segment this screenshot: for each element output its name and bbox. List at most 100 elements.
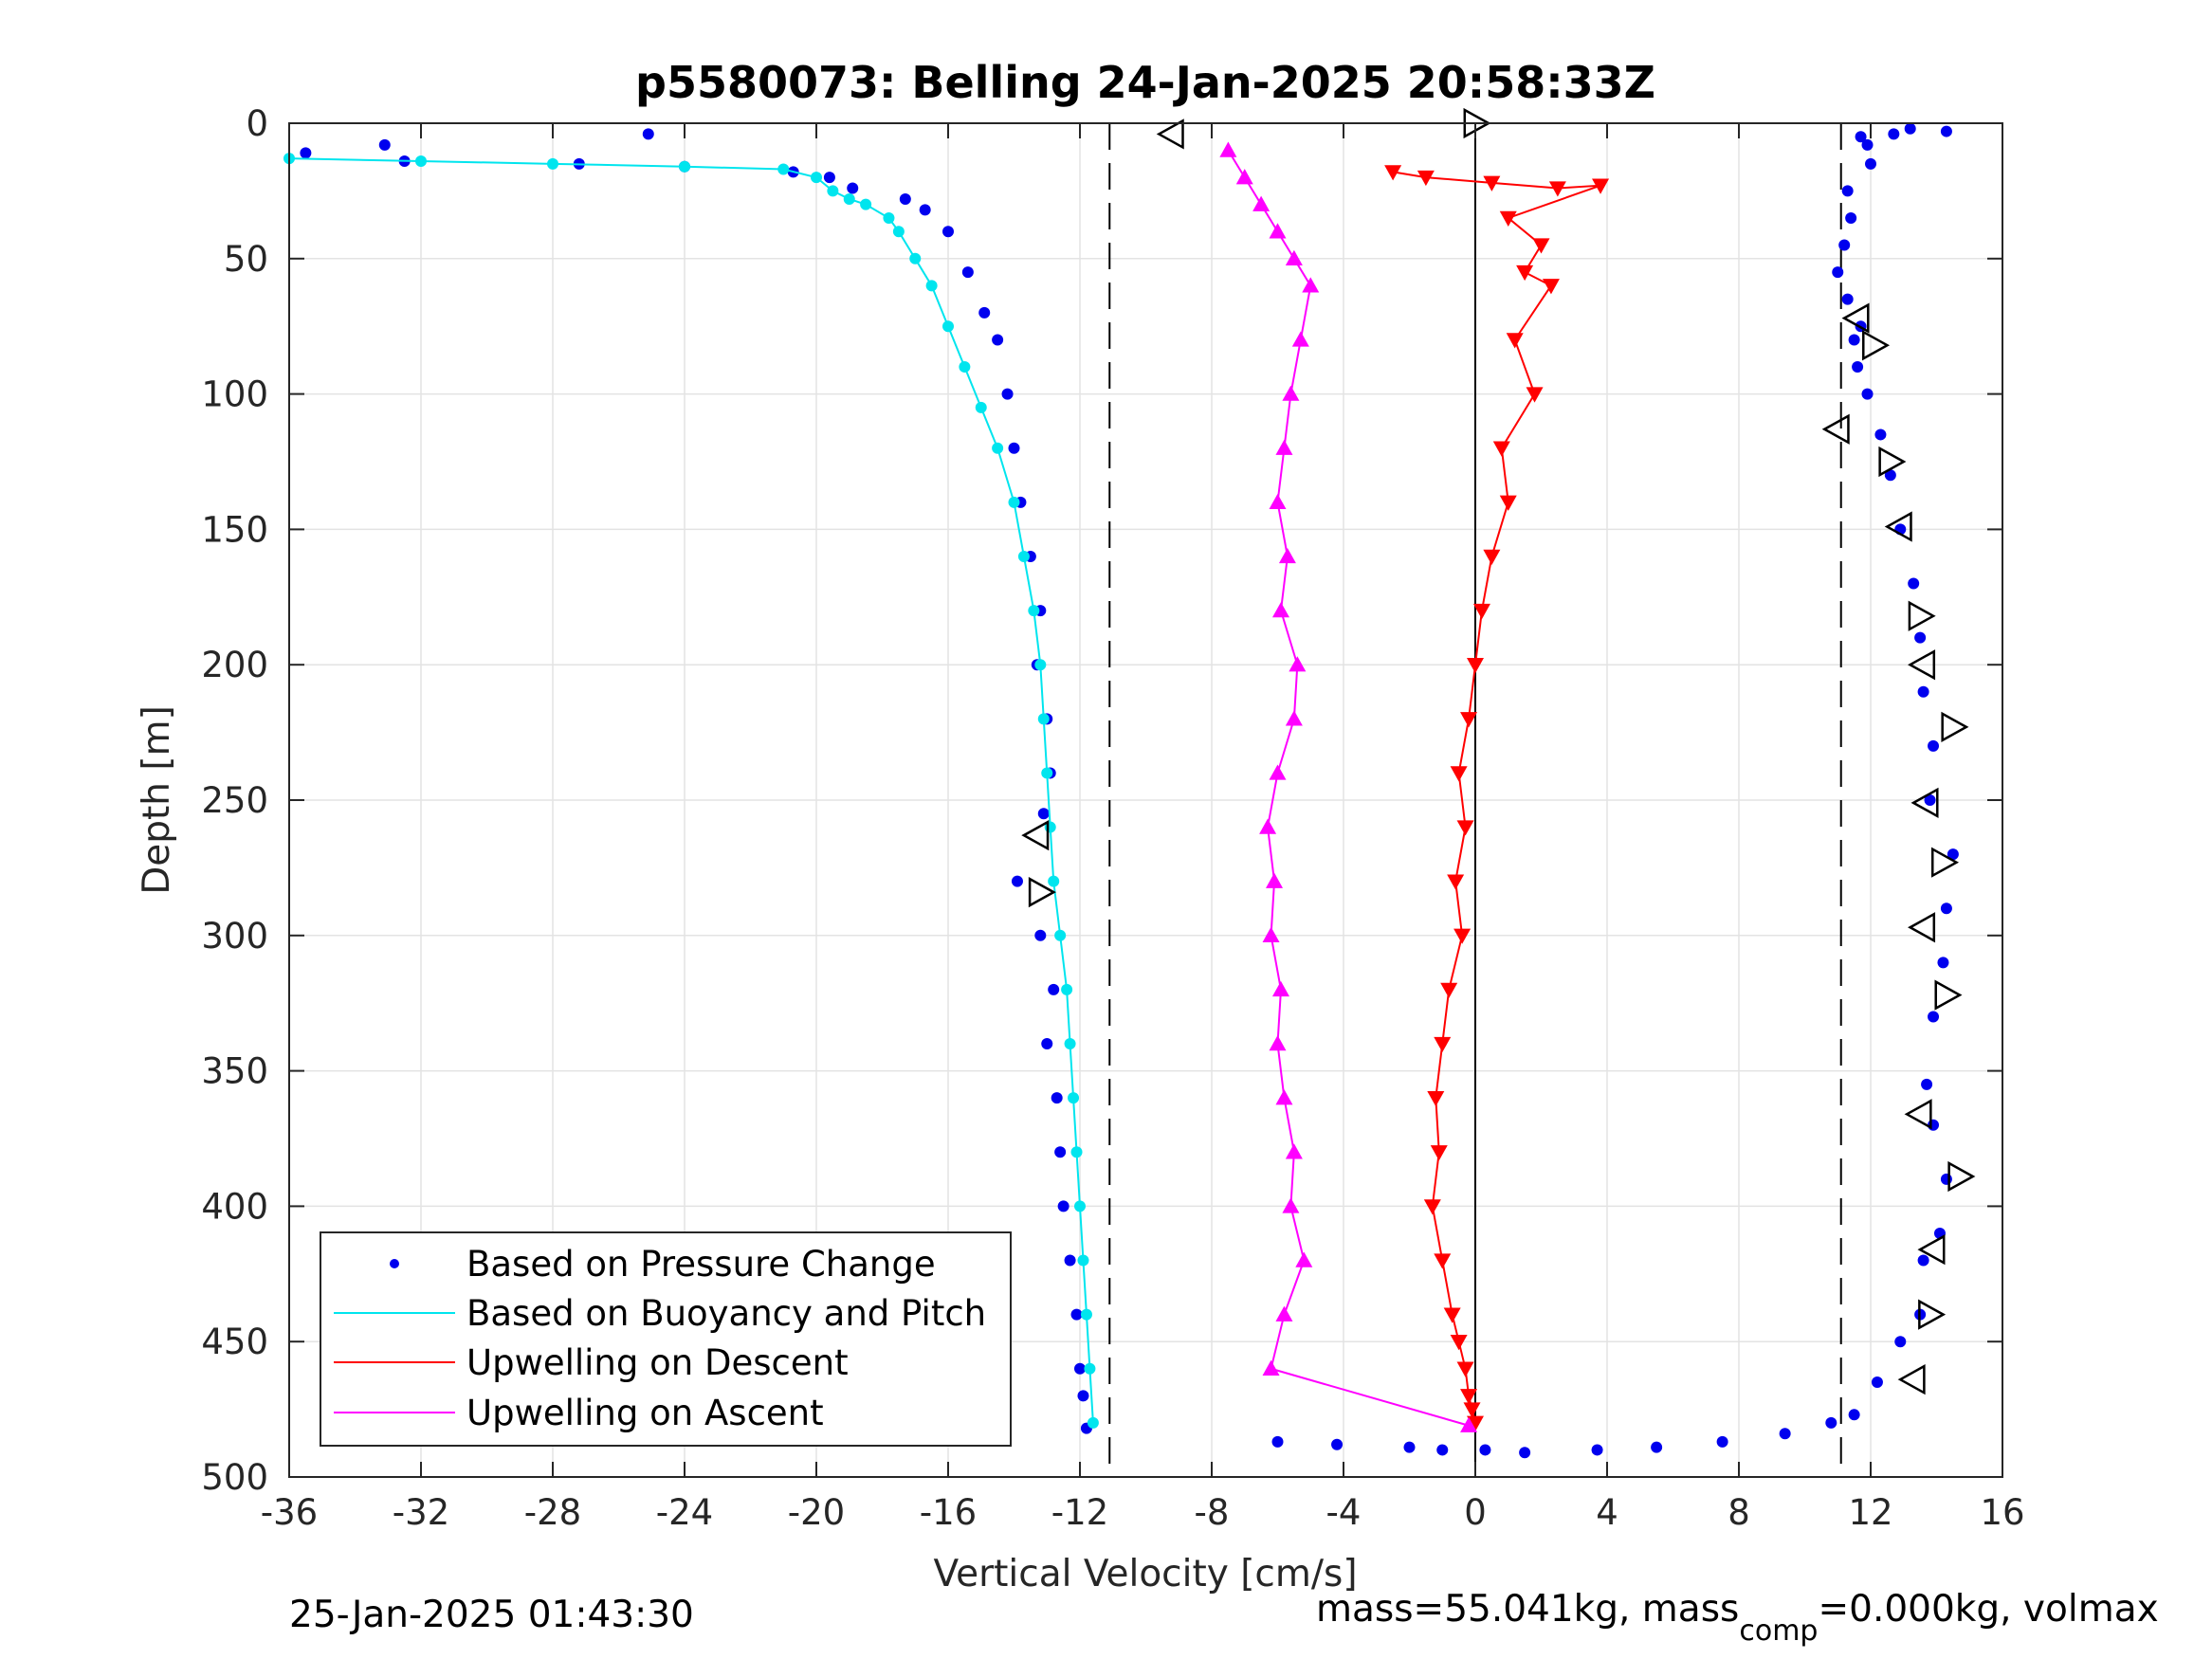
descent-point — [1456, 1361, 1474, 1377]
descent-point — [1548, 181, 1566, 197]
dive-marker-point — [1931, 847, 1960, 878]
dive-marker-point — [1862, 330, 1891, 361]
dive-marker-point — [1908, 600, 1936, 631]
legend-item-descent: Upwelling on Descent — [334, 1342, 849, 1383]
pressure-point — [300, 147, 312, 159]
x-axis-label: Vertical Velocity [cm/s] — [933, 1553, 1357, 1595]
buoyancy-point — [679, 160, 690, 173]
pressure-point — [1848, 1409, 1860, 1421]
pressure-point — [1011, 875, 1023, 887]
legend-label-buoyancy: Based on Buoyancy and Pitch — [466, 1293, 986, 1334]
pressure-point — [1855, 131, 1867, 143]
buoyancy-point — [1028, 605, 1040, 617]
buoyancy-point — [1008, 496, 1020, 508]
dive-marker-point — [1934, 979, 1963, 1011]
pressure-point — [1841, 293, 1854, 305]
y-tick-label: 300 — [201, 916, 268, 957]
descent-point — [1434, 1253, 1452, 1269]
pressure-point — [1848, 334, 1860, 346]
pressure-point — [1940, 1173, 1952, 1185]
y-tick-label: 100 — [201, 374, 268, 415]
pressure-point — [1861, 138, 1874, 151]
descent-point — [1417, 170, 1435, 187]
x-tick-label: -8 — [1195, 1492, 1230, 1533]
y-tick-label: 400 — [201, 1186, 268, 1227]
ascent-point — [1289, 656, 1307, 672]
dive-marker-point — [1897, 1364, 1926, 1395]
series-layer — [283, 107, 1976, 1459]
pressure-point — [1917, 685, 1929, 698]
descent-point — [1423, 1199, 1441, 1215]
descent-point — [1384, 165, 1402, 181]
pressure-point — [1041, 1038, 1053, 1050]
series-3 — [1219, 141, 1478, 1432]
chart-title: p5580073: Belling 24-Jan-2025 20:58:33Z — [635, 57, 1655, 108]
legend-label-descent: Upwelling on Descent — [466, 1342, 849, 1383]
pressure-point — [1057, 1200, 1069, 1212]
pressure-point — [1825, 1416, 1837, 1429]
ascent-point — [1266, 872, 1284, 888]
pressure-point — [1074, 1362, 1086, 1375]
buoyancy-point — [959, 361, 971, 374]
buoyancy-point — [415, 155, 427, 167]
buoyancy-point — [843, 192, 855, 205]
y-tick-label: 200 — [201, 645, 268, 685]
x-tick-label: 0 — [1464, 1492, 1487, 1533]
legend-item-buoyancy: Based on Buoyancy and Pitch — [334, 1293, 986, 1334]
footer-mass-info: mass=55.041kg, masscomp=0.000kg, volmax — [1316, 1588, 2159, 1648]
series-1 — [283, 153, 1099, 1429]
pressure-point — [1037, 808, 1050, 820]
buoyancy-point — [892, 226, 905, 238]
ascent-point — [1269, 764, 1287, 780]
x-tick-label: -28 — [524, 1492, 581, 1533]
pressure-point — [1070, 1308, 1083, 1321]
buoyancy-point — [942, 320, 954, 333]
dive-marker-point — [1917, 1233, 1946, 1266]
pressure-point — [1034, 929, 1047, 941]
pressure-point — [942, 226, 954, 238]
x-tick-label: 16 — [1980, 1492, 2024, 1533]
pressure-point — [1940, 125, 1952, 137]
descent-point — [1492, 441, 1510, 457]
pressure-point — [961, 266, 974, 279]
y-tick-label: 0 — [246, 103, 268, 144]
pressure-point — [1928, 1011, 1940, 1023]
buoyancy-point — [1084, 1362, 1096, 1375]
pressure-point — [1871, 1376, 1883, 1389]
ascent-point — [1285, 1143, 1303, 1159]
buoyancy-point — [909, 252, 922, 264]
x-tick-label: -4 — [1326, 1492, 1362, 1533]
y-tick-label: 450 — [201, 1322, 268, 1362]
y-tick-label: 350 — [201, 1051, 268, 1092]
ascent-point — [1252, 195, 1271, 211]
descent-point — [1592, 178, 1610, 194]
pressure-point — [1779, 1428, 1791, 1440]
pressure-point — [1403, 1441, 1416, 1453]
pressure-point — [1008, 442, 1020, 454]
descent-point — [1430, 1145, 1448, 1161]
pressure-point — [1861, 388, 1874, 400]
pressure-point — [1937, 957, 1949, 969]
footer-mass-tail: =0.000kg, volmax — [1818, 1588, 2158, 1631]
footer-mass-subscript: comp — [1739, 1614, 1818, 1648]
y-tick-label: 250 — [201, 780, 268, 821]
buoyancy-point — [1041, 767, 1053, 779]
buoyancy-point — [827, 185, 839, 197]
buoyancy-point — [1087, 1416, 1099, 1429]
pressure-point — [899, 192, 911, 205]
pressure-point — [1001, 388, 1014, 400]
pressure-point — [1716, 1435, 1728, 1448]
legend-marker-pressure — [390, 1259, 399, 1268]
descent-point — [1499, 210, 1517, 227]
pressure-point — [1894, 1336, 1907, 1348]
buoyancy-point — [777, 163, 790, 175]
dive-marker-point — [1028, 876, 1056, 908]
dive-marker-point — [1878, 446, 1907, 478]
pressure-point — [1845, 211, 1857, 224]
dive-marker-point — [1947, 1160, 1976, 1193]
ascent-point — [1271, 980, 1289, 997]
footer-timestamp: 25-Jan-2025 01:43:30 — [289, 1594, 694, 1636]
legend-label-pressure: Based on Pressure Change — [466, 1244, 936, 1285]
buoyancy-point — [1070, 1146, 1083, 1158]
dive-marker-point — [1918, 1299, 1947, 1330]
